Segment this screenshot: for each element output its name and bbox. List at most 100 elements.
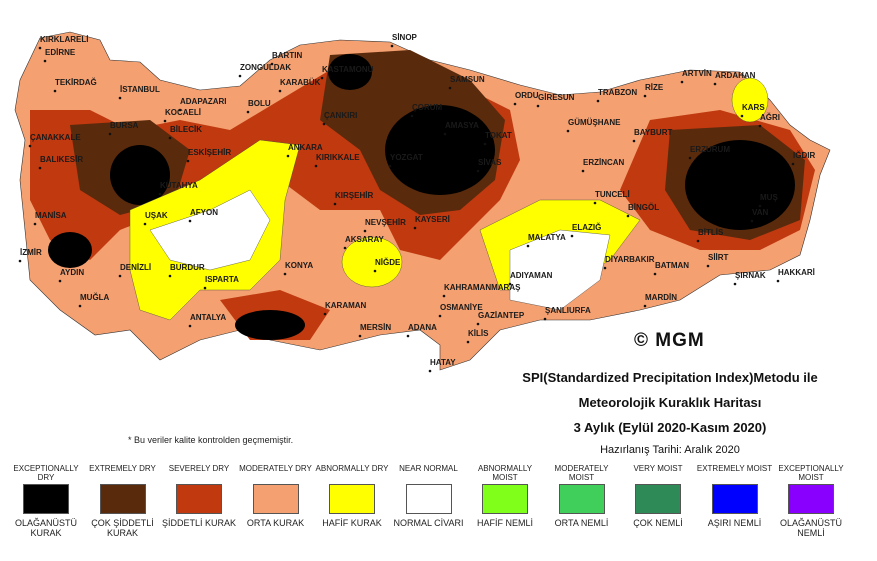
city-dot bbox=[143, 222, 147, 226]
city-dot bbox=[513, 102, 517, 106]
city-label: BARTIN bbox=[272, 51, 302, 60]
city-dot bbox=[38, 46, 42, 50]
city-label: ZONGULDAK bbox=[240, 63, 291, 72]
city-dot bbox=[508, 282, 512, 286]
city-dot bbox=[238, 74, 242, 78]
city-dot bbox=[283, 272, 287, 276]
legend-item: ABNORMALLY MOIST HAFİF NEMLİ bbox=[465, 464, 545, 528]
city-label: ISPARTA bbox=[205, 275, 239, 284]
city-dot bbox=[43, 59, 47, 63]
legend-item: SEVERELY DRY ŞİDDETLİ KURAK bbox=[159, 464, 239, 528]
legend-english-label: EXTREMELY MOIST bbox=[696, 464, 773, 473]
city-dot bbox=[653, 272, 657, 276]
city-dot bbox=[18, 259, 22, 263]
legend-swatch bbox=[482, 484, 528, 514]
city-label: ÇANAKKALE bbox=[30, 133, 81, 142]
city-label: KOCAELİ bbox=[165, 108, 201, 117]
city-label: KİLİS bbox=[468, 329, 489, 338]
city-label: MANİSA bbox=[35, 211, 67, 220]
city-label: ANKARA bbox=[288, 143, 323, 152]
legend-item: NEAR NORMAL NORMAL CİVARI bbox=[389, 464, 469, 528]
city-dot bbox=[596, 99, 600, 103]
city-dot bbox=[696, 239, 700, 243]
legend-swatch bbox=[329, 484, 375, 514]
city-label: VAN bbox=[752, 208, 769, 217]
legend-english-label: NEAR NORMAL bbox=[399, 464, 458, 473]
city-label: RİZE bbox=[645, 83, 664, 92]
city-dot bbox=[428, 369, 432, 373]
legend-swatch bbox=[788, 484, 834, 514]
city-label: TOKAT bbox=[485, 131, 512, 140]
city-label: HAKKARİ bbox=[778, 268, 815, 277]
city-dot bbox=[323, 312, 327, 316]
city-dot bbox=[688, 156, 692, 160]
city-dot bbox=[390, 44, 394, 48]
city-dot bbox=[476, 169, 480, 173]
city-label: MUĞLA bbox=[80, 293, 110, 302]
city-label: YOZGAT bbox=[390, 153, 423, 162]
legend-turkish-label: ÇOK NEMLİ bbox=[633, 518, 683, 528]
exceptionally-dry-core bbox=[328, 54, 372, 90]
city-dot bbox=[438, 314, 442, 318]
city-label: KAHRAMANMARAŞ bbox=[444, 283, 521, 292]
city-dot bbox=[333, 202, 337, 206]
city-dot bbox=[566, 129, 570, 133]
city-label: ERZURUM bbox=[690, 145, 730, 154]
city-dot bbox=[108, 132, 112, 136]
abnormally-dry-region bbox=[341, 236, 403, 288]
legend-english-label: SEVERELY DRY bbox=[168, 464, 230, 473]
city-label: BALIKESİR bbox=[40, 155, 83, 164]
city-dot bbox=[476, 322, 480, 326]
city-label: ESKİŞEHİR bbox=[188, 148, 231, 157]
legend-turkish-label: ORTA KURAK bbox=[246, 518, 305, 528]
city-dot bbox=[246, 110, 250, 114]
city-label: BAYBURT bbox=[634, 128, 672, 137]
legend-english-label: EXCEPTIONALLY DRY bbox=[13, 464, 79, 482]
legend-turkish-label: HAFİF NEMLİ bbox=[476, 518, 533, 528]
city-dot bbox=[466, 340, 470, 344]
legend-swatch bbox=[558, 484, 605, 514]
city-dot bbox=[740, 114, 744, 118]
city-dot bbox=[570, 234, 574, 238]
legend-turkish-label: NORMAL CİVARI bbox=[393, 518, 464, 528]
map-title-line1: SPI(Standardized Precipitation Index)Met… bbox=[522, 370, 818, 385]
legend-english-label: EXCEPTIONALLY MOIST bbox=[778, 464, 844, 482]
city-label: OSMANİYE bbox=[440, 303, 483, 312]
map-title-line3: 3 Aylık (Eylül 2020-Kasım 2020) bbox=[573, 420, 767, 435]
city-dot bbox=[38, 166, 42, 170]
city-label: ÇORUM bbox=[412, 103, 443, 112]
legend-swatch bbox=[176, 484, 222, 514]
city-label: TRABZON bbox=[598, 88, 637, 97]
legend-swatch bbox=[405, 484, 452, 514]
city-label: BİNGÖL bbox=[628, 203, 659, 212]
city-label: KARAMAN bbox=[325, 301, 367, 310]
city-dot bbox=[483, 142, 487, 146]
city-dot bbox=[78, 304, 82, 308]
city-dot bbox=[158, 192, 162, 196]
legend-swatch bbox=[252, 484, 299, 514]
city-label: BİLECİK bbox=[170, 125, 202, 134]
city-dot bbox=[186, 159, 190, 163]
city-dot bbox=[680, 80, 684, 84]
prepared-date: Hazırlanış Tarihi: Aralık 2020 bbox=[600, 444, 740, 456]
legend-english-label: ABNORMALLY DRY bbox=[315, 464, 389, 473]
city-dot bbox=[706, 264, 710, 268]
city-dot bbox=[406, 334, 410, 338]
city-dot bbox=[33, 222, 37, 226]
city-label: SİNOP bbox=[392, 33, 418, 42]
city-label: ARDAHAN bbox=[715, 71, 756, 80]
city-dot bbox=[448, 86, 452, 90]
near-normal-region bbox=[509, 229, 611, 311]
city-dot bbox=[53, 89, 57, 93]
city-label: GİRESUN bbox=[538, 93, 575, 102]
city-label: MUŞ bbox=[760, 193, 778, 202]
city-dot bbox=[118, 96, 122, 100]
legend-swatch bbox=[711, 484, 758, 514]
city-label: DENİZLİ bbox=[120, 263, 151, 272]
city-label: ARTVİN bbox=[682, 69, 712, 78]
legend-swatch bbox=[23, 484, 69, 514]
legend-turkish-label: OLAĞANÜSTÜ KURAK bbox=[14, 518, 77, 538]
city-dot bbox=[632, 139, 636, 143]
city-label: KONYA bbox=[285, 261, 313, 270]
city-label: MERSİN bbox=[360, 323, 391, 332]
